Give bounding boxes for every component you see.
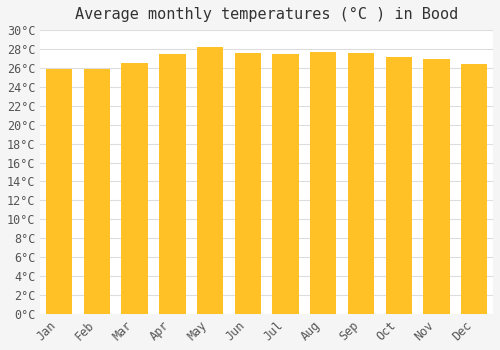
Bar xyxy=(310,52,336,314)
Bar xyxy=(386,57,412,314)
Title: Average monthly temperatures (°C ) in Bood: Average monthly temperatures (°C ) in Bo… xyxy=(75,7,458,22)
Bar xyxy=(122,63,148,314)
Bar xyxy=(424,60,450,314)
Bar xyxy=(46,69,72,314)
Bar xyxy=(461,64,487,314)
Bar xyxy=(348,53,374,314)
Bar xyxy=(234,53,261,314)
Bar xyxy=(84,69,110,314)
Bar xyxy=(272,54,299,314)
Bar xyxy=(159,54,186,314)
Bar xyxy=(197,47,224,314)
